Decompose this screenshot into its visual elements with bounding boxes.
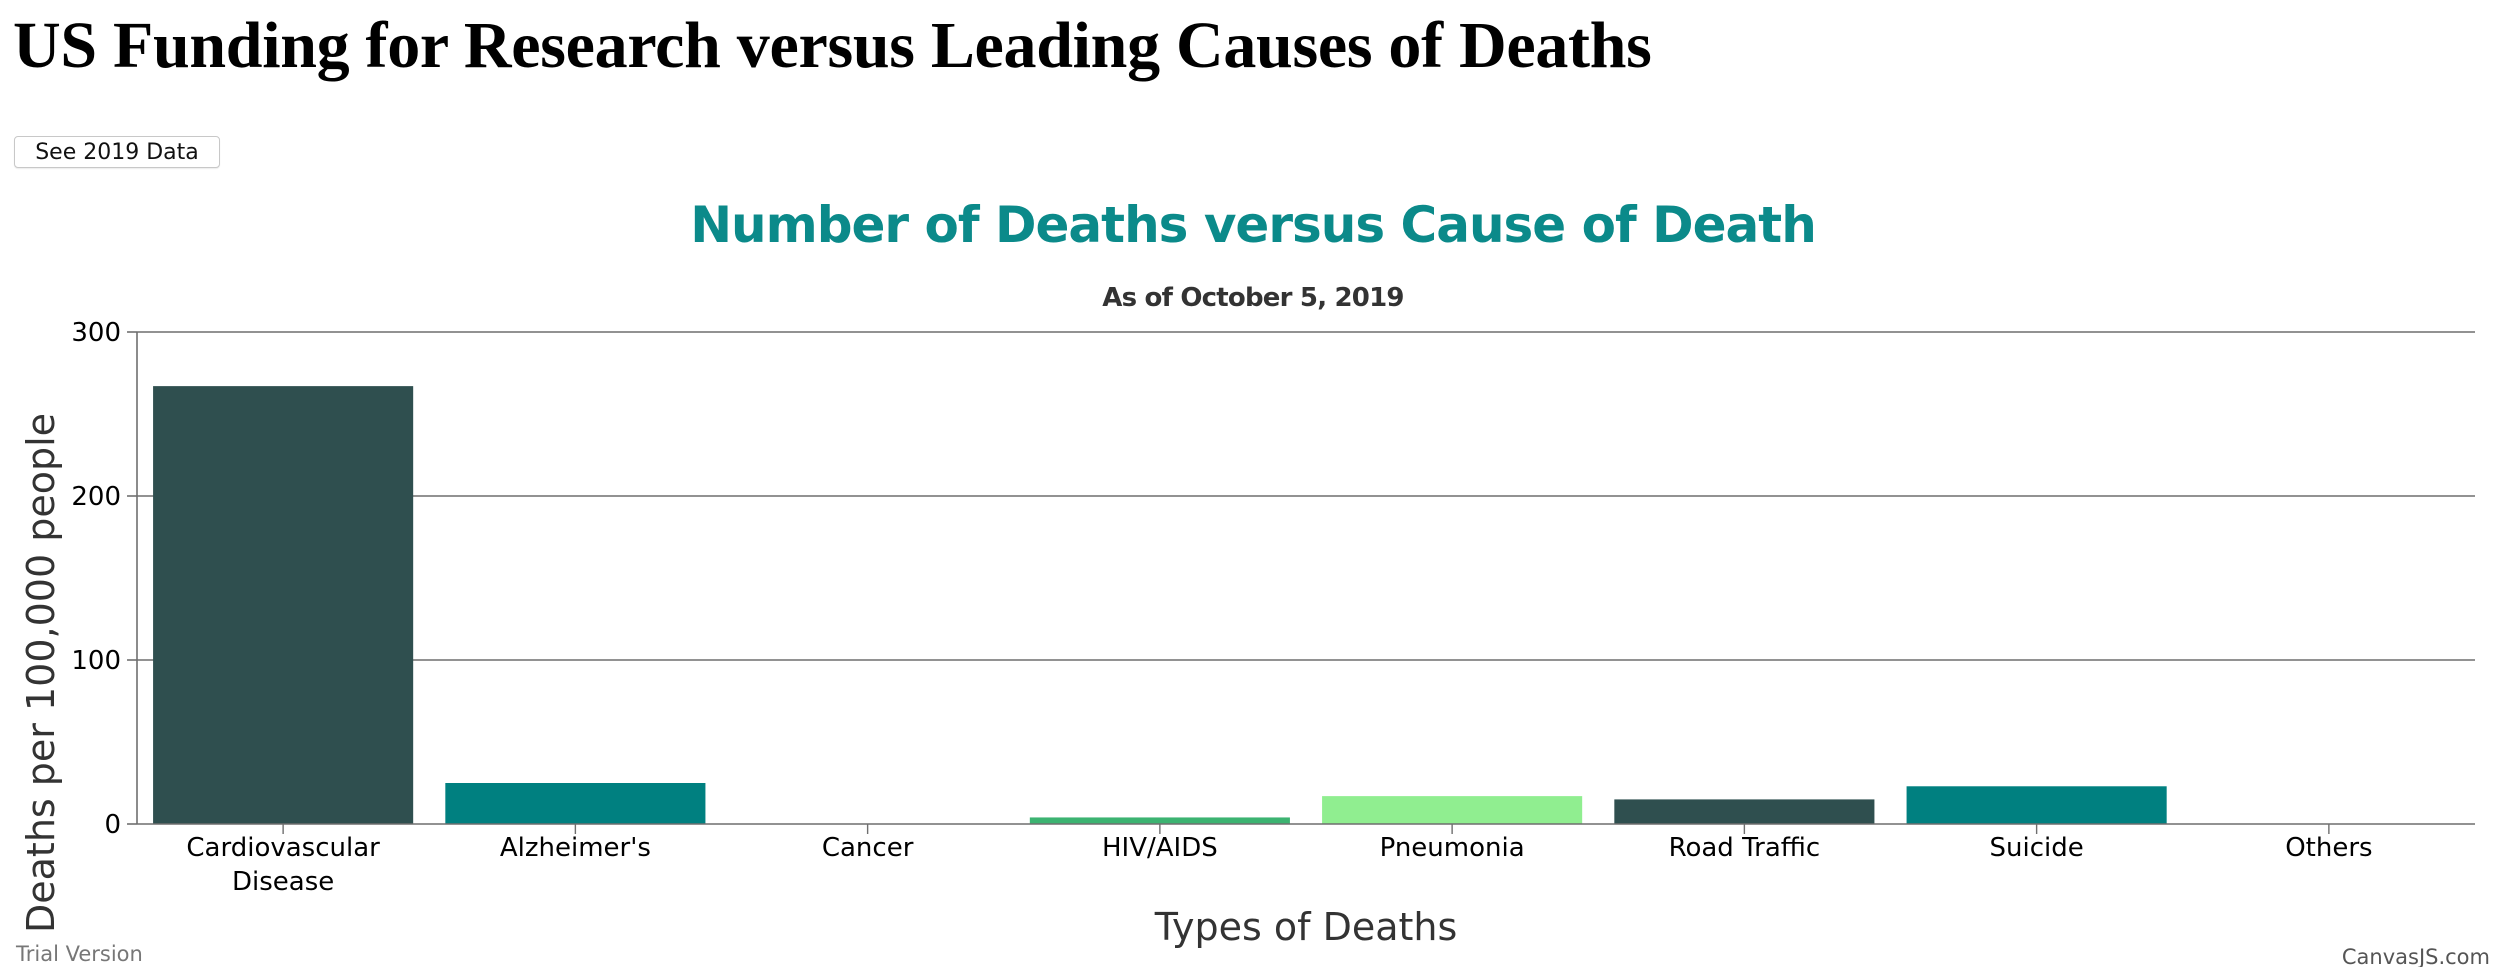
y-axis-title: Deaths per 100,000 people — [19, 413, 63, 933]
category-label: Suicide — [1990, 833, 2084, 863]
category-label: Alzheimer's — [500, 833, 651, 863]
chart-container: Number of Deaths versus Cause of Death A… — [0, 180, 2500, 967]
bar-6[interactable] — [1906, 786, 2167, 824]
bars — [153, 386, 2167, 824]
bar-0[interactable] — [153, 386, 414, 824]
axes — [127, 331, 2475, 834]
axis-labels: 0 100 200 300 Cardiovascular Disease Alzheimer… — [71, 318, 2372, 897]
category-label: HIV/AIDS — [1102, 833, 1218, 863]
category-label: Disease — [232, 867, 334, 897]
bar-4[interactable] — [1322, 796, 1583, 824]
category-label: Pneumonia — [1380, 833, 1525, 863]
category-label: Cancer — [822, 833, 914, 863]
y-tick-label: 0 — [104, 810, 121, 840]
bar-3[interactable] — [1029, 817, 1290, 824]
bar-chart: Number of Deaths versus Cause of Death A… — [15, 196, 2490, 967]
y-tick-label: 300 — [71, 318, 121, 348]
canvasjs-credit[interactable]: CanvasJS.com — [2342, 945, 2490, 967]
chart-title: Number of Deaths versus Cause of Death — [690, 196, 1816, 254]
y-tick-label: 200 — [71, 482, 121, 512]
see-2019-data-button[interactable]: See 2019 Data — [14, 136, 220, 168]
trial-version-credit: Trial Version — [15, 942, 143, 966]
category-label: Cardiovascular — [186, 833, 380, 863]
x-axis-title: Types of Deaths — [1154, 905, 1458, 949]
gridlines — [137, 331, 2475, 661]
bar-5[interactable] — [1614, 799, 1875, 824]
bar-1[interactable] — [445, 783, 706, 824]
y-tick-label: 100 — [71, 646, 121, 676]
category-label: Others — [2285, 833, 2372, 863]
chart-subtitle: As of October 5, 2019 — [1102, 283, 1403, 313]
page-title: US Funding for Research versus Leading C… — [13, 9, 1652, 82]
category-label: Road Traffic — [1669, 833, 1821, 863]
